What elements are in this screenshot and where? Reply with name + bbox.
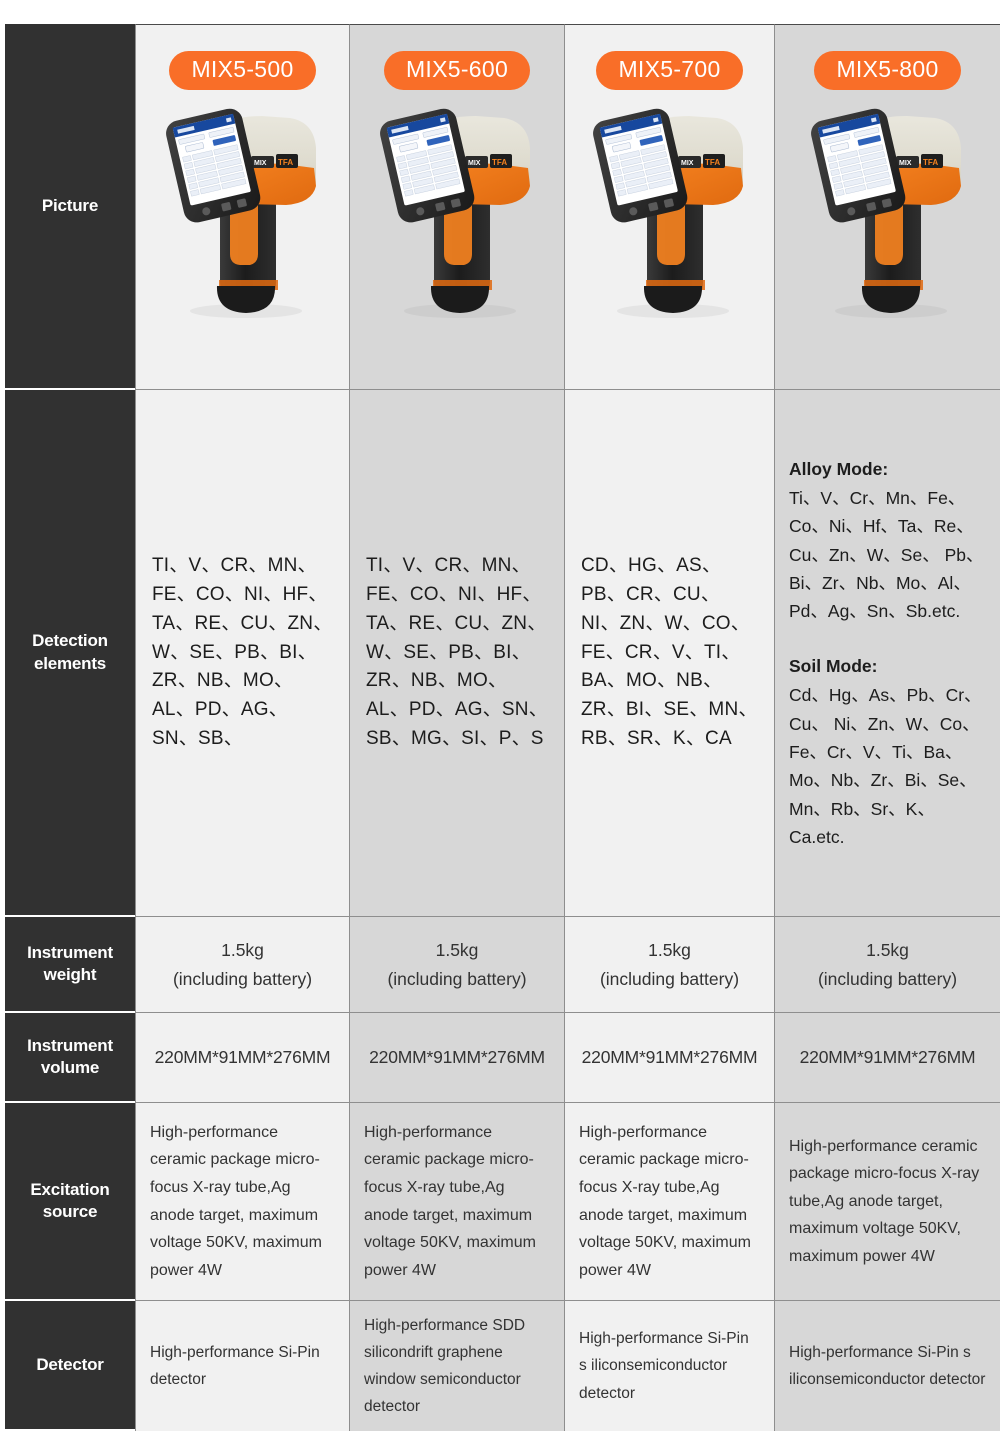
detector-text: High-performance SDD silicondrift graphe… bbox=[364, 1316, 526, 1416]
element-list: Cd、Hg、As、Pb、Cr、Cu、 Ni、Zn、W、Co、Fe、Cr、V、Ti… bbox=[789, 685, 982, 847]
element-list: Ti、V、Cr、Mn、Fe、Co、Ni、Hf、Ta、Re、Cu、Zn、W、Se、… bbox=[789, 488, 984, 622]
picture-cell-mix5-600: MIX5-600 MIX TFA bbox=[350, 24, 565, 390]
row-label-instrument-weight: Instrument weight bbox=[5, 917, 135, 1013]
volume-cell-mix5-600: 220MM*91MM*276MM bbox=[350, 1013, 565, 1103]
excitation-source-text: High-performance ceramic package micro-f… bbox=[789, 1137, 980, 1265]
weight-cell-mix5-600: 1.5kg (including battery) bbox=[350, 917, 565, 1013]
volume-cell-mix5-700: 220MM*91MM*276MM bbox=[565, 1013, 775, 1103]
picture-cell-mix5-700: MIX5-700 MIX TFA bbox=[565, 24, 775, 390]
volume-value: 220MM*91MM*276MM bbox=[369, 1046, 545, 1067]
detection-elements-cell-mix5-500: TI、V、CR、MN、FE、CO、NI、HF、TA、RE、CU、ZN、W、SE、… bbox=[135, 390, 350, 917]
excitation-source-text: High-performance ceramic package micro-f… bbox=[579, 1123, 751, 1279]
picture-cell-mix5-800: MIX5-800 MIX TFA bbox=[775, 24, 1000, 390]
svg-text:TFA: TFA bbox=[923, 158, 938, 167]
volume-cell-mix5-500: 220MM*91MM*276MM bbox=[135, 1013, 350, 1103]
excitation-source-cell-mix5-700: High-performance ceramic package micro-f… bbox=[565, 1103, 775, 1301]
row-label-text: Instrument bbox=[27, 942, 113, 962]
row-label-text: elements bbox=[33, 653, 107, 673]
row-label-text: volume bbox=[40, 1058, 100, 1077]
row-label-text: Excitation bbox=[30, 1179, 110, 1199]
mode-title: Soil Mode: bbox=[789, 655, 878, 676]
weight-cell-mix5-500: 1.5kg (including battery) bbox=[135, 917, 350, 1013]
element-list: TI、V、CR、MN、FE、CO、NI、HF、TA、RE、CU、ZN、W、SE、… bbox=[152, 554, 333, 750]
detection-elements-cell-mix5-700: CD、HG、AS、PB、CR、CU、NI、ZN、W、CO、FE、CR、V、TI、… bbox=[565, 390, 775, 917]
handheld-xrf-analyzer-icon: MIX TFA bbox=[158, 104, 328, 319]
row-label-text: Picture bbox=[41, 195, 99, 215]
row-label-excitation-source: Excitation source bbox=[5, 1103, 135, 1301]
element-list-modes: Alloy Mode: Ti、V、Cr、Mn、Fe、Co、Ni、Hf、Ta、Re… bbox=[775, 455, 1000, 851]
soil-mode-block: Soil Mode: Cd、Hg、As、Pb、Cr、Cu、 Ni、Zn、W、Co… bbox=[789, 652, 986, 851]
svg-text:MIX: MIX bbox=[681, 160, 694, 167]
svg-text:MIX: MIX bbox=[899, 160, 912, 167]
row-label-text: Detection bbox=[32, 631, 108, 651]
element-list: CD、HG、AS、PB、CR、CU、NI、ZN、W、CO、FE、CR、V、TI、… bbox=[581, 554, 758, 750]
weight-value: 1.5kg bbox=[221, 940, 264, 961]
row-label-text: Detector bbox=[36, 1354, 104, 1374]
handheld-xrf-analyzer-icon: MIX TFA bbox=[372, 104, 542, 319]
row-label-text: source bbox=[42, 1202, 98, 1221]
model-badge-mix5-600[interactable]: MIX5-600 bbox=[383, 51, 531, 90]
detector-text: High-performance Si-Pin detector bbox=[150, 1343, 320, 1388]
alloy-mode-block: Alloy Mode: Ti、V、Cr、Mn、Fe、Co、Ni、Hf、Ta、Re… bbox=[789, 455, 986, 626]
weight-value: 1.5kg bbox=[648, 940, 691, 961]
detector-text: High-performance Si-Pin s iliconsemicond… bbox=[789, 1343, 986, 1388]
row-label-instrument-volume: Instrument volume bbox=[5, 1013, 135, 1103]
detector-cell-mix5-800: High-performance Si-Pin s iliconsemicond… bbox=[775, 1301, 1000, 1431]
handheld-xrf-analyzer-icon: MIX TFA bbox=[803, 104, 973, 319]
excitation-source-cell-mix5-500: High-performance ceramic package micro-f… bbox=[135, 1103, 350, 1301]
row-label-text: Instrument bbox=[27, 1035, 113, 1055]
row-label-picture: Picture bbox=[5, 24, 135, 390]
weight-cell-mix5-700: 1.5kg (including battery) bbox=[565, 917, 775, 1013]
detector-cell-mix5-700: High-performance Si-Pin s iliconsemicond… bbox=[565, 1301, 775, 1431]
volume-value: 220MM*91MM*276MM bbox=[799, 1046, 976, 1067]
picture-cell-mix5-500: MIX5-500 bbox=[135, 24, 350, 390]
model-badge-mix5-700[interactable]: MIX5-700 bbox=[596, 51, 743, 90]
product-comparison-table: Picture MIX5-500 bbox=[5, 24, 1000, 1431]
svg-text:MIX: MIX bbox=[468, 160, 481, 167]
row-label-detection-elements: Detection elements bbox=[5, 390, 135, 917]
detection-elements-cell-mix5-800: Alloy Mode: Ti、V、Cr、Mn、Fe、Co、Ni、Hf、Ta、Re… bbox=[775, 390, 1000, 917]
detector-text: High-performance Si-Pin s iliconsemicond… bbox=[579, 1330, 749, 1402]
weight-value: 1.5kg bbox=[866, 940, 909, 961]
excitation-source-text: High-performance ceramic package micro-f… bbox=[150, 1123, 322, 1279]
weight-note: (including battery) bbox=[387, 968, 527, 989]
row-label-text: weight bbox=[43, 965, 97, 984]
weight-note: (including battery) bbox=[172, 968, 313, 989]
detector-cell-mix5-600: High-performance SDD silicondrift graphe… bbox=[350, 1301, 565, 1431]
svg-text:TFA: TFA bbox=[278, 158, 293, 167]
excitation-source-text: High-performance ceramic package micro-f… bbox=[364, 1123, 536, 1279]
excitation-source-cell-mix5-800: High-performance ceramic package micro-f… bbox=[775, 1103, 1000, 1301]
weight-note: (including battery) bbox=[599, 968, 740, 989]
handheld-xrf-analyzer-icon: MIX TFA bbox=[585, 104, 755, 319]
row-label-detector: Detector bbox=[5, 1301, 135, 1431]
svg-text:MIX: MIX bbox=[254, 160, 267, 167]
volume-cell-mix5-800: 220MM*91MM*276MM bbox=[775, 1013, 1000, 1103]
excitation-source-cell-mix5-600: High-performance ceramic package micro-f… bbox=[350, 1103, 565, 1301]
detector-cell-mix5-500: High-performance Si-Pin detector bbox=[135, 1301, 350, 1431]
svg-text:TFA: TFA bbox=[705, 158, 720, 167]
weight-value: 1.5kg bbox=[435, 940, 479, 961]
volume-value: 220MM*91MM*276MM bbox=[154, 1046, 331, 1067]
weight-cell-mix5-800: 1.5kg (including battery) bbox=[775, 917, 1000, 1013]
element-list: TI、V、CR、MN、FE、CO、NI、HF、TA、RE、CU、ZN、W、SE、… bbox=[366, 554, 548, 750]
svg-text:TFA: TFA bbox=[492, 158, 507, 167]
model-badge-mix5-800[interactable]: MIX5-800 bbox=[814, 51, 961, 90]
volume-value: 220MM*91MM*276MM bbox=[581, 1046, 758, 1067]
detection-elements-cell-mix5-600: TI、V、CR、MN、FE、CO、NI、HF、TA、RE、CU、ZN、W、SE、… bbox=[350, 390, 565, 917]
weight-note: (including battery) bbox=[817, 968, 958, 989]
mode-title: Alloy Mode: bbox=[789, 458, 889, 479]
model-badge-mix5-500[interactable]: MIX5-500 bbox=[169, 51, 316, 90]
